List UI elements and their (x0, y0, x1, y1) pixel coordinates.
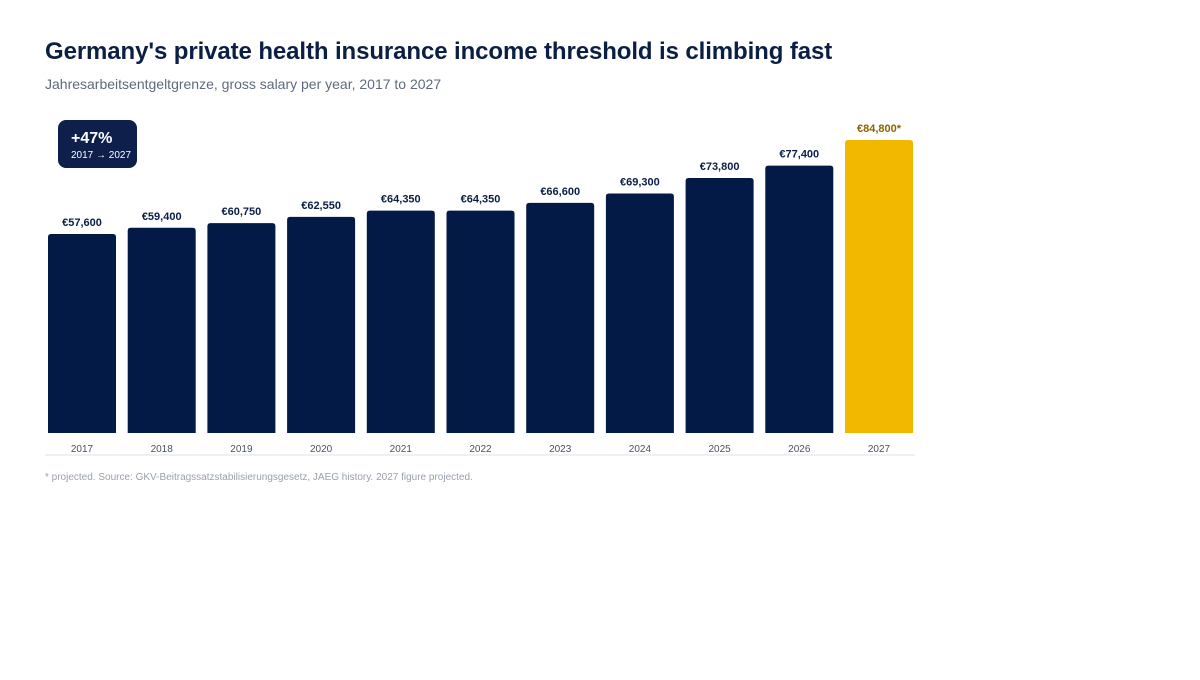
value-label-2017: €57,600 (62, 217, 102, 229)
x-tick-2018: 2018 (151, 444, 174, 455)
x-tick-2019: 2019 (230, 444, 253, 455)
x-tick-2022: 2022 (469, 444, 492, 455)
bar-2026 (765, 165, 834, 433)
chart-subtitle: Jahresarbeitsentgeltgrenze, gross salary… (45, 76, 442, 92)
chart-title: Germany's private health insurance incom… (45, 38, 833, 65)
x-tick-2025: 2025 (708, 444, 731, 455)
x-tick-2024: 2024 (629, 444, 652, 455)
x-tick-2026: 2026 (788, 444, 811, 455)
x-tick-2021: 2021 (390, 444, 413, 455)
source-footnote: * projected. Source: GKV-Beitragssatzsta… (45, 472, 473, 483)
bar-2019 (207, 223, 276, 433)
value-label-2027: €84,800* (857, 123, 902, 135)
x-tick-2027: 2027 (868, 444, 891, 455)
value-label-2019: €60,750 (222, 206, 262, 218)
bar-2023 (526, 202, 595, 433)
growth-badge-range: 2017 → 2027 (71, 150, 132, 161)
value-label-2018: €59,400 (142, 211, 182, 223)
x-axis-ticks-group: 2017 2018 2019 2020 2021 2022 2023 2024 2025 2026… (71, 444, 891, 455)
bar-2025 (685, 178, 754, 433)
value-label-2021: €64,350 (381, 194, 421, 206)
bar-2024 (605, 193, 674, 433)
x-tick-2023: 2023 (549, 444, 572, 455)
value-label-2026: €77,400 (779, 149, 819, 161)
value-labels-group: €57,600 €59,400 €60,750 €62,550 €64,350 €64,3… (62, 123, 902, 229)
growth-badge-value: +47% (71, 130, 113, 147)
bars-group (48, 140, 913, 433)
x-tick-2017: 2017 (71, 444, 94, 455)
bar-2020 (287, 216, 356, 433)
bar-2017 (48, 233, 116, 433)
value-label-2020: €62,550 (301, 200, 341, 212)
value-label-2025: €73,800 (700, 161, 740, 173)
value-label-2022: €64,350 (461, 194, 501, 206)
bar-2022 (446, 210, 515, 433)
growth-badge: +47% 2017 → 2027 (58, 120, 137, 168)
bar-2021 (366, 210, 435, 433)
bar-2018 (127, 227, 196, 433)
value-label-2024: €69,300 (620, 177, 660, 189)
x-tick-2020: 2020 (310, 444, 333, 455)
value-label-2023: €66,600 (540, 186, 580, 198)
bar-2027 (845, 140, 913, 433)
